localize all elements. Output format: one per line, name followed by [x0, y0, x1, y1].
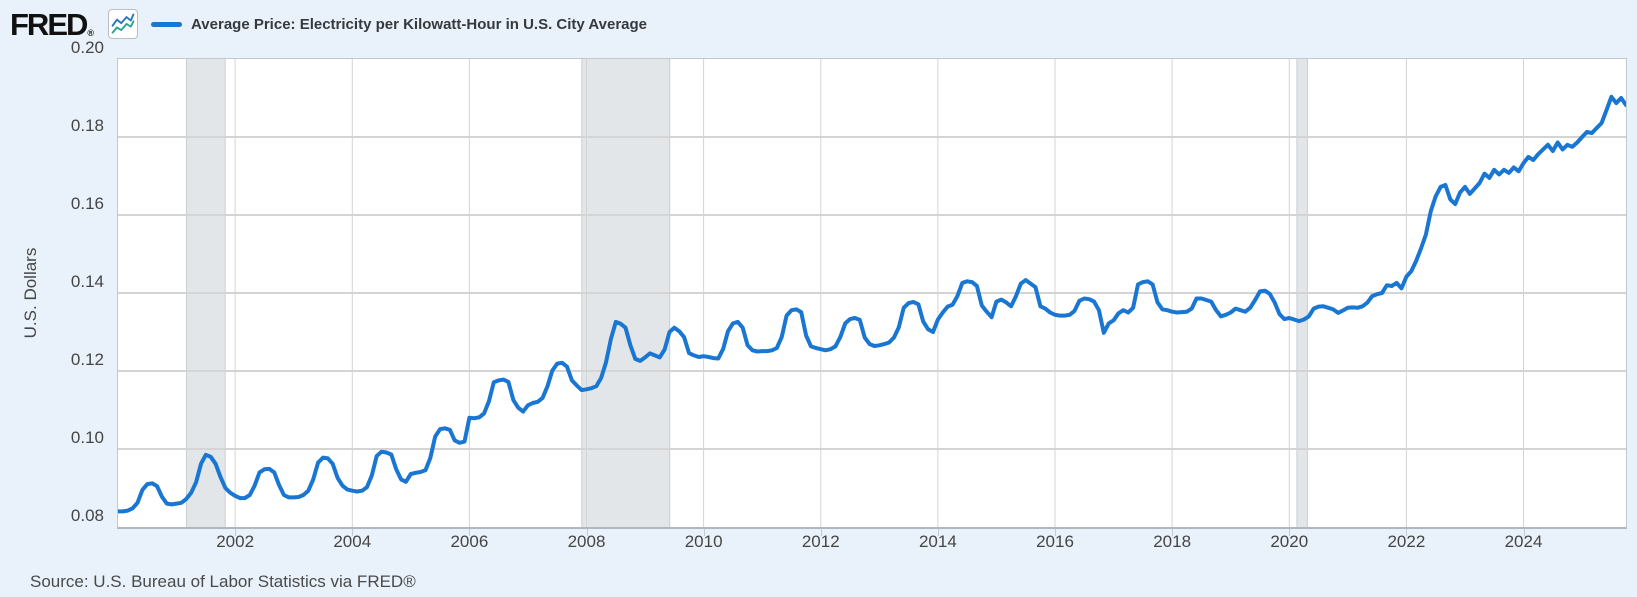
source-note: Source: U.S. Bureau of Labor Statistics … [30, 572, 416, 591]
fred-logo[interactable]: FRED® [10, 9, 94, 40]
x-tick-mark [938, 529, 939, 536]
registered-mark: ® [87, 27, 95, 38]
x-tick-mark [1172, 529, 1173, 536]
x-tick-label: 2004 [333, 532, 372, 551]
x-tick-label: 2002 [216, 532, 255, 551]
price-line [118, 94, 1626, 514]
x-tick-mark [704, 529, 705, 536]
x-tick-mark [1289, 529, 1290, 536]
fred-sparkline-icon [108, 9, 139, 39]
x-tick-label: 2012 [801, 532, 840, 551]
x-tick-label: 2008 [567, 532, 606, 551]
y-tick-label: 0.10 [70, 428, 104, 447]
x-tick-mark [587, 529, 588, 536]
x-tick-label: 2014 [918, 532, 957, 551]
x-tick-label: 2018 [1153, 532, 1192, 551]
x-tick-label: 2016 [1036, 532, 1074, 551]
y-tick-label: 0.16 [70, 194, 104, 213]
x-tick-label: 2010 [684, 532, 723, 551]
x-tick-mark [469, 529, 470, 536]
y-tick-label: 0.12 [70, 350, 104, 369]
y-tick-label: 0.18 [70, 116, 104, 135]
chart-canvas [118, 59, 1626, 527]
legend[interactable]: Average Price: Electricity per Kilowatt-… [151, 16, 647, 33]
x-tick-label: 2022 [1387, 532, 1426, 551]
y-tick-label: 0.20 [70, 38, 104, 57]
x-tick-label: 2020 [1270, 532, 1309, 551]
x-tick-mark [821, 529, 822, 536]
x-tick-mark [1406, 529, 1407, 536]
legend-line-swatch [151, 21, 183, 27]
chart-header: FRED® Average Price: Electricity per Kil… [10, 0, 647, 48]
x-tick-mark [1055, 529, 1056, 536]
y-tick-label: 0.08 [70, 506, 104, 525]
fred-logo-text: FRED [10, 6, 88, 42]
x-tick-label: 2024 [1504, 532, 1543, 551]
y-tick-label: 0.14 [70, 272, 104, 291]
x-tick-label: 2006 [450, 532, 489, 551]
legend-label: Average Price: Electricity per Kilowatt-… [191, 15, 648, 33]
plot-area[interactable] [117, 58, 1627, 529]
x-tick-mark [1524, 529, 1525, 536]
sparkline-glyph [111, 13, 135, 34]
x-tick-mark [352, 529, 353, 536]
x-tick-mark [235, 529, 236, 536]
y-axis-title: U.S. Dollars [21, 247, 40, 339]
